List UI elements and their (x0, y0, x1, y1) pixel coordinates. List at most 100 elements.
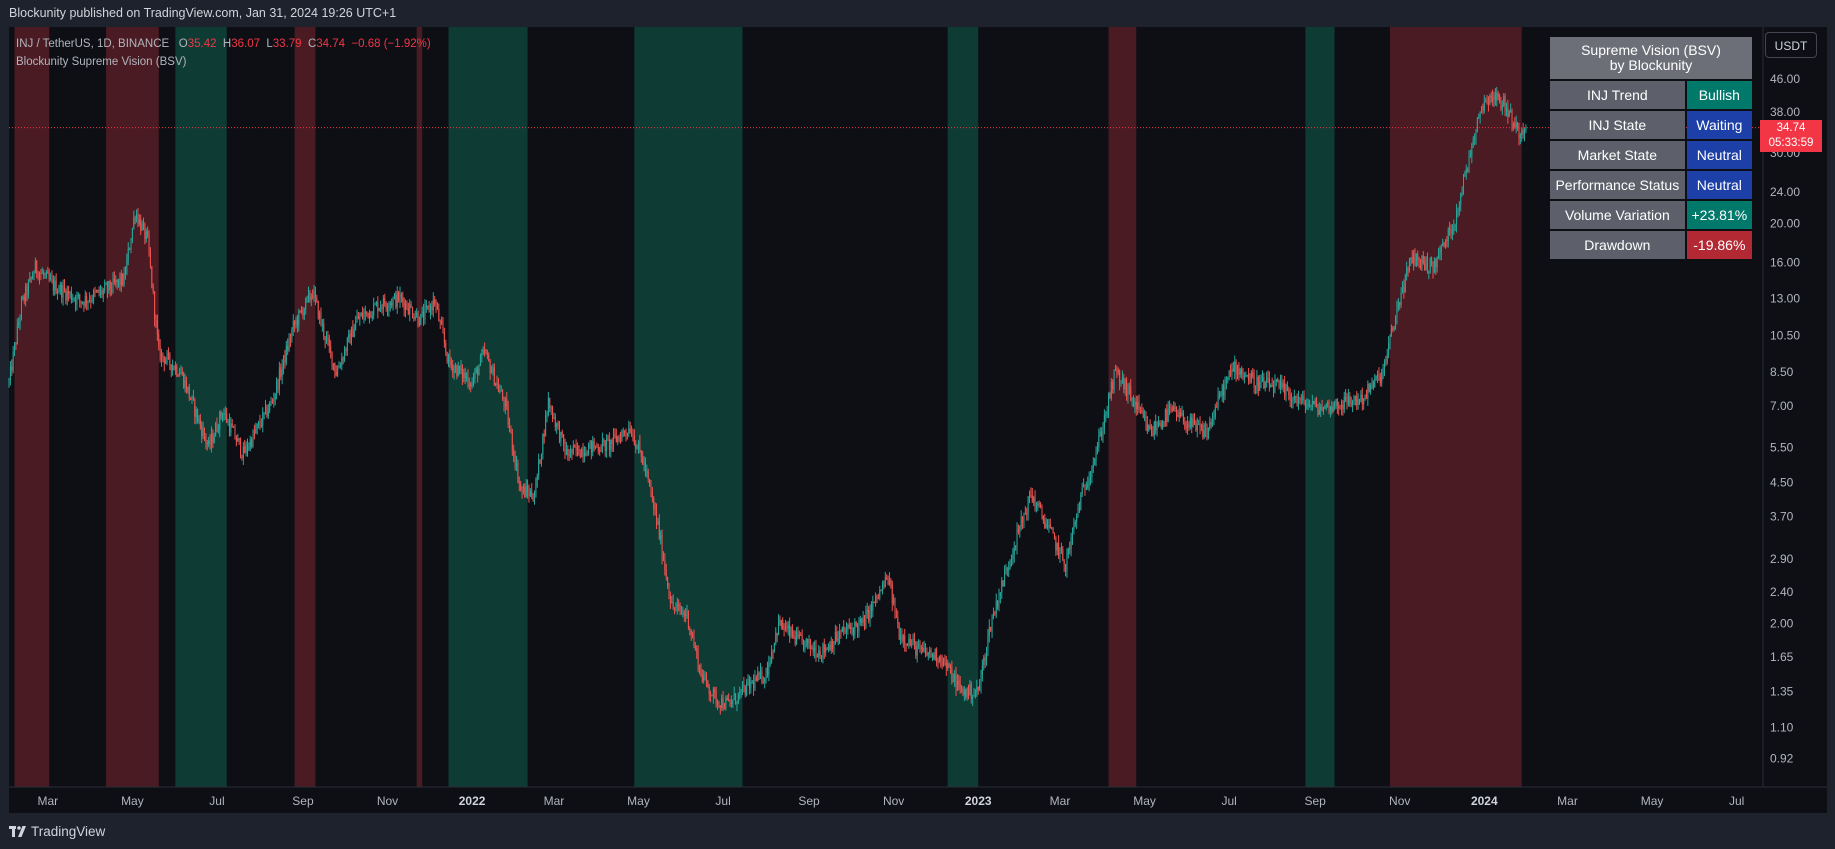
candle (575, 439, 577, 457)
candle (574, 444, 576, 448)
candle (1074, 519, 1076, 528)
tradingview-logo[interactable]: TradingView (9, 824, 105, 839)
bsv-row: Volume Variation +23.81% (1550, 201, 1752, 229)
candle (775, 627, 777, 646)
candle (990, 626, 992, 633)
candle (804, 640, 806, 653)
candle (76, 291, 78, 311)
candle (129, 247, 131, 251)
candle (1266, 371, 1268, 388)
candle (1144, 409, 1146, 422)
candle (1310, 404, 1312, 411)
candle (952, 673, 954, 683)
candle (201, 421, 203, 444)
indicator-label[interactable]: Blockunity Supreme Vision (BSV) (16, 56, 187, 68)
candle (222, 412, 224, 423)
candle (1195, 419, 1197, 432)
candle (883, 580, 885, 590)
candle (1418, 256, 1420, 269)
candle (1501, 100, 1503, 116)
candle (1235, 359, 1237, 382)
candle (1504, 93, 1506, 117)
candle (972, 694, 974, 707)
candle (1413, 249, 1415, 271)
candle (233, 425, 235, 429)
y-tick-label: 5.50 (1770, 441, 1794, 455)
candle (1234, 355, 1236, 380)
candle (1403, 279, 1405, 299)
candle (1206, 423, 1208, 441)
candle (1049, 518, 1051, 529)
candle (1374, 373, 1376, 388)
candle (893, 594, 895, 606)
candle (1404, 273, 1406, 293)
candle (1242, 368, 1244, 381)
candle (812, 642, 814, 657)
candle (1410, 257, 1412, 267)
candle (312, 289, 314, 300)
candle (722, 690, 724, 712)
candle (1353, 394, 1355, 406)
candle (934, 648, 936, 661)
zone-bearish (1390, 27, 1522, 787)
candle (956, 674, 958, 692)
candle (538, 453, 540, 480)
candle (746, 678, 748, 697)
candle (506, 391, 508, 411)
candle (1382, 363, 1384, 380)
candle (1062, 545, 1064, 562)
candle (1360, 389, 1362, 403)
candle (179, 367, 181, 377)
candle (212, 429, 214, 449)
candle (583, 446, 585, 463)
candle (966, 687, 968, 701)
candle (459, 365, 461, 375)
candle (1192, 413, 1194, 428)
candle (402, 291, 404, 308)
candle (305, 297, 307, 315)
candle (920, 644, 922, 655)
candle (606, 434, 608, 458)
candle (326, 331, 328, 344)
candle (669, 591, 671, 610)
candle (1114, 364, 1116, 372)
candle (906, 643, 908, 647)
candle (489, 358, 491, 380)
candle (1521, 127, 1523, 142)
candle (1210, 418, 1212, 429)
candle (943, 657, 945, 667)
candle (50, 272, 52, 282)
candle (850, 622, 852, 634)
candle (403, 297, 405, 317)
candle (464, 367, 466, 385)
candle (251, 436, 253, 449)
candle (886, 574, 888, 581)
candle (859, 615, 861, 626)
symbol-label[interactable]: INJ / TetherUS, 1D, BINANCE (16, 38, 170, 50)
candle (696, 645, 698, 659)
currency-button[interactable]: USDT (1765, 32, 1817, 58)
candle (1400, 287, 1402, 308)
candle (970, 681, 972, 704)
candle (1099, 427, 1101, 437)
candle (75, 294, 77, 312)
candle (95, 289, 97, 293)
candle (341, 352, 343, 371)
candle (832, 639, 834, 653)
candle (987, 629, 989, 657)
candle (776, 632, 778, 643)
y-tick-label: 10.50 (1770, 328, 1800, 342)
candle (1060, 542, 1062, 554)
candle (148, 230, 150, 257)
candle (1338, 401, 1340, 416)
candle (1199, 416, 1201, 435)
candle (423, 303, 425, 326)
candle (685, 607, 687, 623)
candle (81, 301, 83, 305)
candle (1131, 397, 1133, 407)
candle (1164, 408, 1166, 427)
candle (518, 476, 520, 492)
candle (751, 679, 753, 685)
candle (391, 298, 393, 309)
